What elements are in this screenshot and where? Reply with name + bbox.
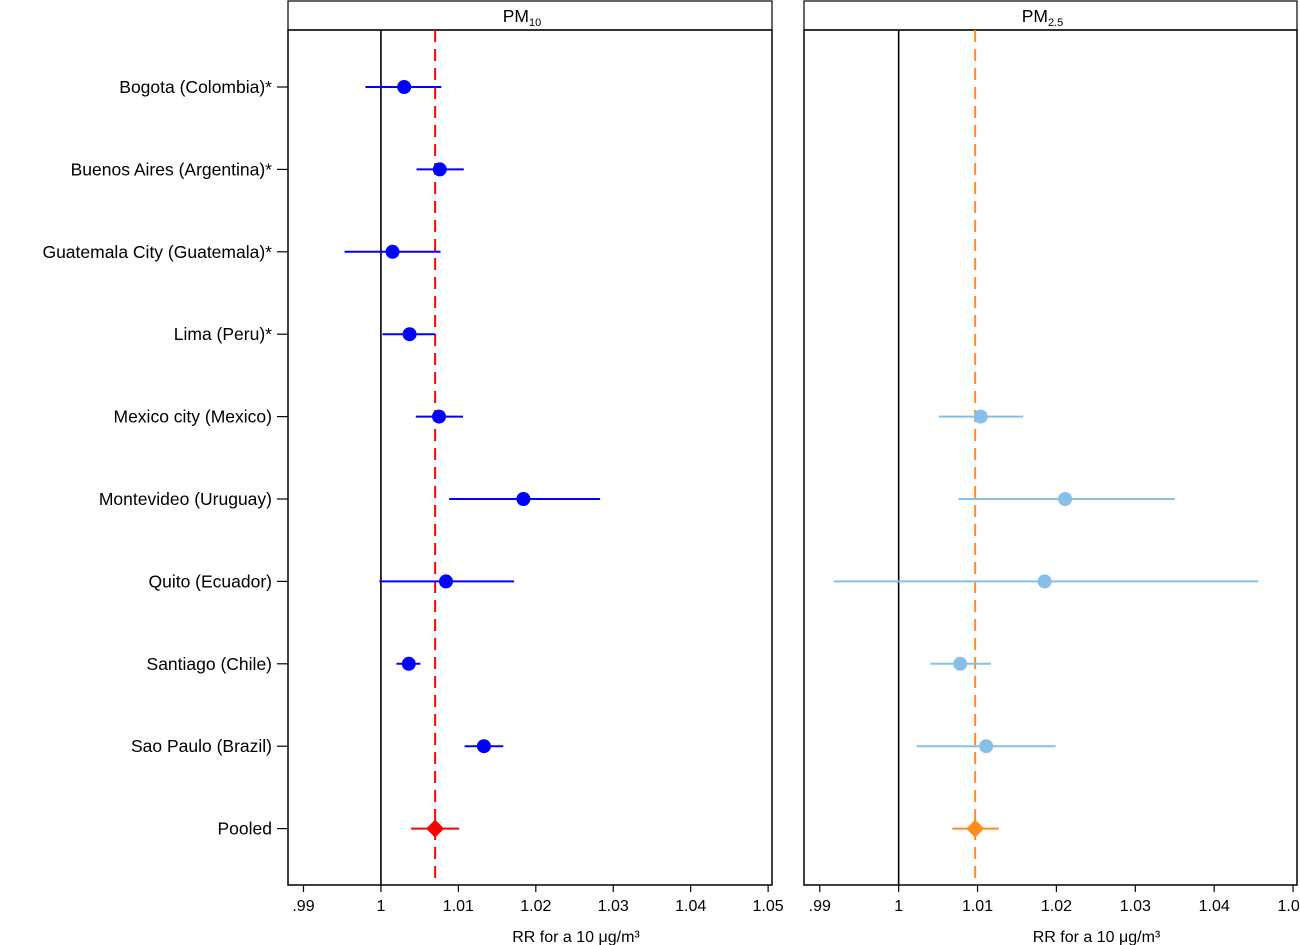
point-estimate-marker [401, 656, 416, 671]
panel-2: PM2.5 .99 1 1.01 1.02 1.03 1.04 1.05 RR for a 10… [803, 0, 1300, 945]
category-label: Lima (Peru)* [174, 324, 272, 344]
panel-title-subscript: 2.5 [1048, 17, 1063, 29]
pooled-diamond-marker [426, 819, 445, 838]
x-tick-label: 1.01 [962, 898, 993, 915]
x-tick-label: 1.02 [520, 898, 551, 915]
category-label: Santiago (Chile) [147, 654, 272, 674]
category-label: Quito (Ecuador) [148, 571, 272, 591]
panel-title: PM10 [503, 6, 542, 29]
x-tick-label: 1.05 [1277, 898, 1300, 915]
point-estimate-marker [476, 739, 491, 754]
x-tick-label: 1.02 [1041, 898, 1072, 915]
point-estimate-marker [397, 80, 412, 94]
x-tick-label: 1.03 [598, 898, 629, 915]
point-estimate-marker [973, 409, 988, 424]
point-estimate-marker [516, 492, 531, 506]
x-tick-label: 1.04 [1199, 898, 1230, 915]
point-estimate-marker [953, 656, 968, 671]
point-estimate-marker [1037, 574, 1052, 589]
panel-title-main: PM [503, 6, 529, 26]
point-estimate-marker [432, 409, 447, 424]
point-estimate-marker [402, 327, 417, 342]
x-tick-label: 1 [376, 898, 385, 915]
x-tick-label: .99 [809, 898, 831, 915]
panel-title-main: PM [1022, 6, 1048, 26]
category-label: Guatemala City (Guatemala)* [42, 242, 272, 262]
point-estimate-marker [438, 574, 453, 589]
plot-frame [803, 29, 1298, 886]
x-tick-label: 1.04 [675, 898, 706, 915]
x-axis-label: RR for a 10 μg/m³ [1033, 929, 1161, 945]
panel-strip [287, 0, 773, 31]
category-label: Sao Paulo (Brazil) [131, 736, 272, 756]
x-tick-label: 1 [894, 898, 903, 915]
panel-title-subscript: 10 [529, 17, 541, 29]
category-label: Montevideo (Uruguay) [99, 489, 272, 509]
plot-frame [287, 29, 773, 886]
point-estimate-marker [979, 739, 994, 754]
point-estimate-marker [432, 162, 447, 177]
x-tick-label: 1.05 [753, 898, 784, 915]
point-estimate-marker [1058, 492, 1073, 506]
x-tick-label: 1.01 [443, 898, 474, 915]
x-tick-label: .99 [292, 898, 314, 915]
x-tick-label: 1.03 [1120, 898, 1151, 915]
category-label: Buenos Aires (Argentina)* [71, 159, 273, 179]
category-label: Mexico city (Mexico) [114, 407, 273, 427]
x-axis-label: RR for a 10 μg/m³ [512, 929, 640, 945]
pooled-diamond-marker [966, 819, 985, 838]
category-label: Pooled [218, 819, 273, 839]
category-label: Bogota (Colombia)* [119, 77, 272, 97]
panel-1: PM10 .99 1 1.01 1.02 1.03 1.04 1.05 RR for a 10 … [287, 0, 784, 945]
point-estimate-marker [385, 244, 400, 259]
panel-title: PM2.5 [1022, 6, 1064, 29]
